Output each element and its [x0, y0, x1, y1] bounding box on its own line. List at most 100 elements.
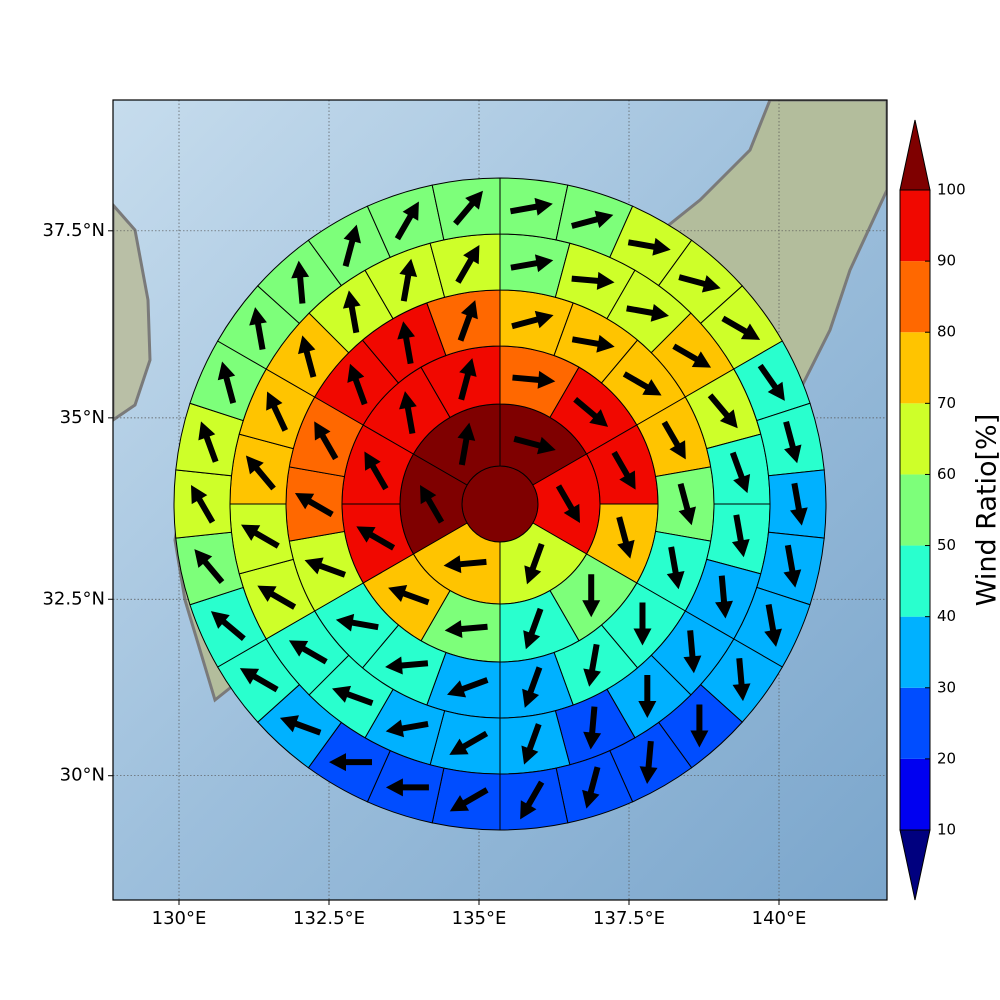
wind-arrow	[364, 451, 389, 491]
wind-arrow	[511, 310, 554, 330]
wind-arrow	[510, 254, 554, 273]
wind-arrow	[449, 787, 489, 812]
colorbar-segment	[900, 474, 930, 546]
wind-arrow	[399, 258, 418, 302]
wind-arrow	[245, 455, 276, 491]
colorbar-tick-label: 100	[937, 181, 966, 199]
wind-arrow	[347, 363, 368, 406]
wind-arrow	[457, 422, 476, 466]
wind-arrow	[627, 237, 671, 256]
wind-arrow	[298, 335, 317, 378]
colorbar-segment	[900, 545, 930, 617]
wind-arrow	[291, 260, 310, 304]
x-tick-label: 130°E	[152, 908, 207, 929]
wind-arrow	[335, 613, 379, 632]
wind-arrow	[420, 484, 445, 524]
wind-arrow	[449, 730, 489, 755]
wind-arrow	[683, 630, 702, 674]
wind-arrow	[633, 602, 652, 646]
y-tick-label: 35°N	[60, 407, 105, 428]
wind-arrow	[385, 656, 429, 675]
wind-arrow	[444, 620, 488, 639]
wind-arrow	[239, 668, 279, 693]
colorbar-segment	[900, 616, 930, 688]
x-tick-label: 135°E	[452, 908, 507, 929]
wind-arrow	[257, 585, 297, 610]
wind-arrow	[790, 482, 808, 526]
colorbar-tick-label: 80	[937, 323, 956, 341]
wind-arrow	[397, 321, 415, 365]
y-tick-label: 32.5°N	[42, 588, 105, 609]
colorbar-segment	[900, 758, 930, 830]
wind-arrow	[677, 482, 696, 526]
x-tick-label: 140°E	[752, 908, 807, 929]
wind-arrow	[241, 524, 280, 549]
wind-arrow	[583, 706, 602, 750]
wind-arrow	[582, 766, 601, 809]
wind-arrow	[731, 514, 750, 558]
wind-arrow	[249, 307, 267, 351]
colorbar-frame	[899, 189, 931, 831]
sectors	[173, 177, 827, 831]
colorbar-tick-label: 10	[937, 821, 956, 839]
wind-arrow	[385, 778, 429, 797]
wind-arrow	[294, 493, 334, 518]
wind-arrow	[513, 435, 556, 455]
wind-arrow	[399, 391, 417, 434]
wind-arrow	[342, 290, 361, 334]
wind-arrow	[388, 585, 430, 606]
wind-arrow	[571, 334, 615, 353]
wind-arrow	[573, 396, 609, 427]
wind-arrow	[453, 190, 483, 226]
y-tick-label: 37.5°N	[42, 220, 105, 241]
colorbar-segment	[900, 687, 930, 759]
wind-arrow	[394, 201, 419, 241]
colorbar-label: Wind Ratio[%]	[972, 414, 1000, 606]
wind-arrow	[611, 450, 636, 490]
wind-arrow	[639, 740, 658, 784]
colorbar-tick-label: 20	[937, 749, 956, 767]
wind-arrow	[332, 685, 374, 706]
wind-arrow	[304, 557, 346, 578]
wind-arrow	[622, 371, 662, 396]
colorbar-tick-label: 30	[937, 678, 956, 696]
wind-arrow	[520, 780, 545, 820]
arrows	[191, 190, 808, 820]
wind-arrow	[217, 361, 237, 404]
wind-arrow	[707, 393, 738, 429]
wind-arrow	[783, 420, 802, 464]
wind-arrow	[555, 484, 580, 524]
colorbar-tick-label: 40	[937, 607, 956, 625]
wind-arrow	[582, 574, 601, 618]
wind-arrow	[721, 315, 761, 340]
wind-arrow	[356, 526, 396, 551]
wind-arrow	[626, 304, 669, 322]
wind-arrow	[509, 197, 553, 216]
wind-arrow	[732, 657, 751, 702]
colorbar-extension	[899, 829, 931, 901]
wind-arrow	[521, 723, 542, 765]
wind-arrow	[678, 274, 721, 293]
wind-arrow	[457, 300, 478, 342]
wind-arrow	[329, 753, 372, 772]
wind-arrow	[447, 677, 489, 698]
wind-arrow	[385, 719, 429, 738]
colorbar-segment	[900, 261, 930, 333]
x-tick-label: 132.5°E	[293, 908, 365, 929]
wind-arrow	[194, 549, 225, 584]
wind-arrow	[571, 271, 615, 290]
wind-arrow	[638, 674, 657, 718]
x-tick-label: 137.5°E	[593, 908, 665, 929]
wind-arrow	[523, 607, 544, 650]
wind-arrow	[715, 575, 733, 619]
colorbar-tick-label: 50	[937, 536, 956, 554]
colorbar-tick-label: 90	[937, 252, 956, 270]
y-tick-label: 30°N	[60, 765, 105, 786]
wind-arrow	[583, 643, 601, 687]
colorbar: 10 20 30 40 50 60 70 80 90 100	[899, 119, 966, 901]
wind-arrow	[512, 370, 556, 389]
colorbar-tick-label: 60	[937, 465, 956, 483]
wind-arrow	[266, 391, 289, 432]
colorbar-segment	[900, 190, 930, 262]
